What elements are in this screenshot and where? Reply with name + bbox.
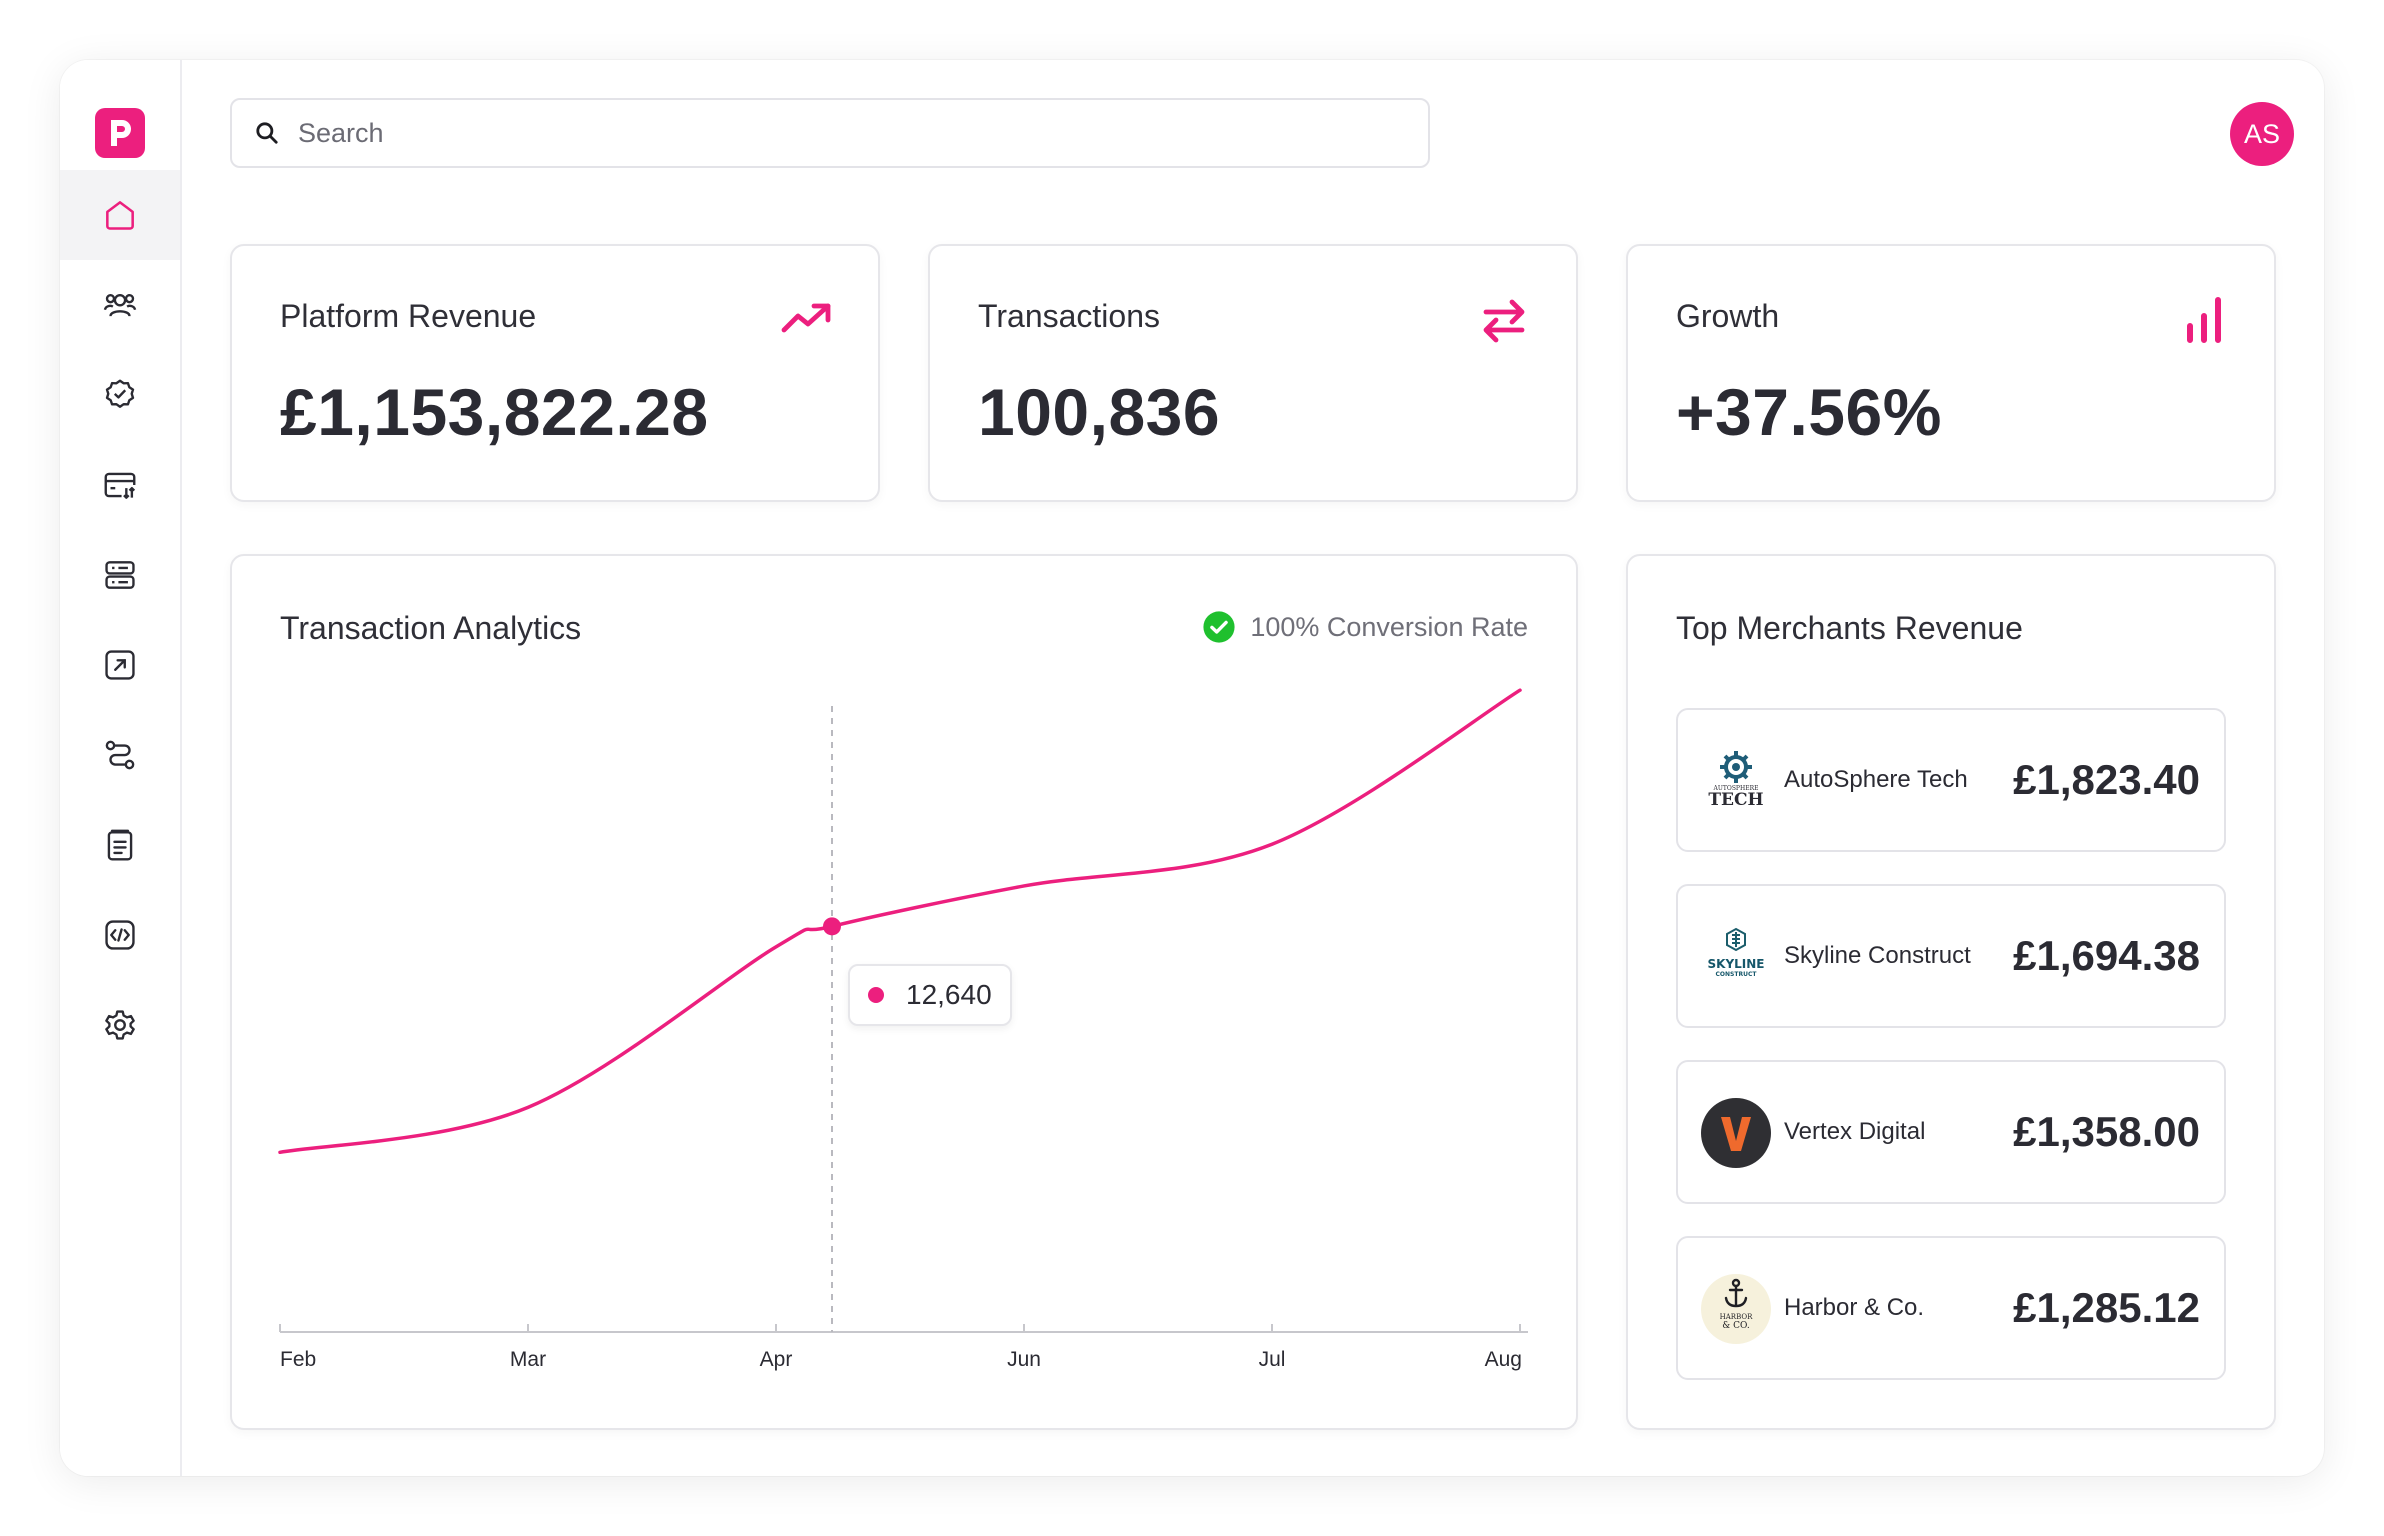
app-window: AS Platform Revenue £1,153,822.28 Transa… <box>60 60 2324 1476</box>
sidebar-item-payments[interactable] <box>60 440 180 530</box>
search-input[interactable] <box>298 117 1398 149</box>
x-tick-label: Mar <box>510 1348 546 1371</box>
stat-title: Platform Revenue <box>280 298 537 334</box>
tooltip-dot <box>868 987 884 1003</box>
skyline-logo-icon: SKYLINE CONSTRUCT <box>1708 927 1765 978</box>
svg-text:& CO.: & CO. <box>1722 1321 1750 1331</box>
chart-tooltip: 12,640 <box>848 964 1012 1026</box>
merchant-name: Vertex Digital <box>1784 1118 1926 1145</box>
conversion-rate: 100% Conversion Rate <box>1202 610 1528 644</box>
brand-logo[interactable] <box>95 108 145 158</box>
users-icon <box>103 293 137 317</box>
line-chart: Feb Mar Apr Jun Jul Aug <box>278 688 1528 1371</box>
vertex-logo-icon <box>1701 1098 1771 1168</box>
merchant-revenue: £1,358.00 <box>2013 1108 2200 1155</box>
x-tick-label: Feb <box>280 1348 316 1371</box>
stat-card-transactions: Transactions 100,836 <box>928 244 1578 502</box>
stat-title: Transactions <box>978 298 1160 334</box>
user-avatar[interactable]: AS <box>2230 102 2294 166</box>
merchant-revenue: £1,694.38 <box>2013 932 2200 979</box>
top-merchants-panel: Top Merchants Revenue AUTOSPHERE TECH Au… <box>1626 554 2276 1430</box>
sidebar-item-reports[interactable] <box>60 620 180 710</box>
stat-value: 100,836 <box>978 375 1221 449</box>
conversion-label: 100% Conversion Rate <box>1250 611 1528 642</box>
p-logo-icon <box>111 120 131 146</box>
svg-text:TECH: TECH <box>1708 790 1763 810</box>
svg-text:CONSTRUCT: CONSTRUCT <box>1716 971 1758 978</box>
card-transfer-icon <box>104 472 136 499</box>
arrow-up-right-square-icon <box>105 650 135 680</box>
sidebar <box>60 60 182 1476</box>
x-tick-label: Apr <box>760 1348 793 1371</box>
sidebar-item-documents[interactable] <box>60 800 180 890</box>
merchant-card[interactable]: AUTOSPHERE TECH AutoSphere Tech £1,823.4… <box>1676 708 2226 852</box>
merchant-name: AutoSphere Tech <box>1784 766 1968 793</box>
sidebar-item-routing[interactable] <box>60 710 180 800</box>
sidebar-item-home[interactable] <box>60 170 180 260</box>
highlight-point[interactable] <box>823 917 841 936</box>
stat-value: £1,153,822.28 <box>280 375 709 449</box>
series-line <box>278 688 1522 1155</box>
stat-card-growth: Growth +37.56% <box>1626 244 2276 502</box>
svg-text:SKYLINE: SKYLINE <box>1708 957 1765 971</box>
panel-title: Transaction Analytics <box>280 610 582 646</box>
svg-text:AUTOSPHERE: AUTOSPHERE <box>1713 785 1759 792</box>
stat-value: +37.56% <box>1676 375 1942 449</box>
merchant-revenue: £1,823.40 <box>2013 756 2200 803</box>
server-icon <box>105 561 135 589</box>
merchant-card[interactable]: SKYLINE CONSTRUCT Skyline Construct £1,6… <box>1676 884 2226 1028</box>
route-icon <box>105 740 135 770</box>
merchant-name: Harbor & Co. <box>1784 1294 1925 1321</box>
sidebar-item-servers[interactable] <box>60 530 180 620</box>
panel-title: Top Merchants Revenue <box>1676 610 2023 646</box>
sidebar-item-users[interactable] <box>60 260 180 350</box>
x-tick-label: Jun <box>1007 1348 1041 1371</box>
x-tick-label: Jul <box>1259 1348 1286 1371</box>
sidebar-item-verified[interactable] <box>60 350 180 440</box>
search-icon <box>256 122 278 144</box>
autosphere-logo-icon: AUTOSPHERE TECH <box>1708 751 1764 810</box>
merchant-card[interactable]: Vertex Digital £1,358.00 <box>1676 1060 2226 1204</box>
trending-up-icon <box>781 303 831 333</box>
bar-chart-icon <box>2187 297 2221 343</box>
home-icon <box>106 201 134 230</box>
settings-gear-icon <box>105 1010 135 1040</box>
verified-badge-icon <box>105 379 135 408</box>
svg-text:HARBOR: HARBOR <box>1720 1313 1753 1321</box>
sidebar-item-settings[interactable] <box>60 980 180 1070</box>
stat-card-revenue: Platform Revenue £1,153,822.28 <box>230 244 880 502</box>
sidebar-item-developer[interactable] <box>60 890 180 980</box>
transaction-analytics-panel: Transaction Analytics 100% Conversion Ra… <box>230 554 1578 1430</box>
merchant-card[interactable]: HARBOR & CO. Harbor & Co. £1,285.12 <box>1676 1236 2226 1380</box>
document-icon <box>107 829 133 861</box>
code-icon <box>105 920 135 950</box>
x-tick-label: Aug <box>1485 1348 1522 1371</box>
merchant-revenue: £1,285.12 <box>2013 1284 2200 1331</box>
search-bar[interactable] <box>230 98 1430 168</box>
harbor-logo-icon: HARBOR & CO. <box>1701 1274 1771 1344</box>
tooltip-value: 12,640 <box>906 979 992 1010</box>
check-circle-icon <box>1203 611 1235 643</box>
swap-arrows-icon <box>1483 299 1525 343</box>
stat-title: Growth <box>1676 298 1780 334</box>
merchant-name: Skyline Construct <box>1784 942 1971 969</box>
